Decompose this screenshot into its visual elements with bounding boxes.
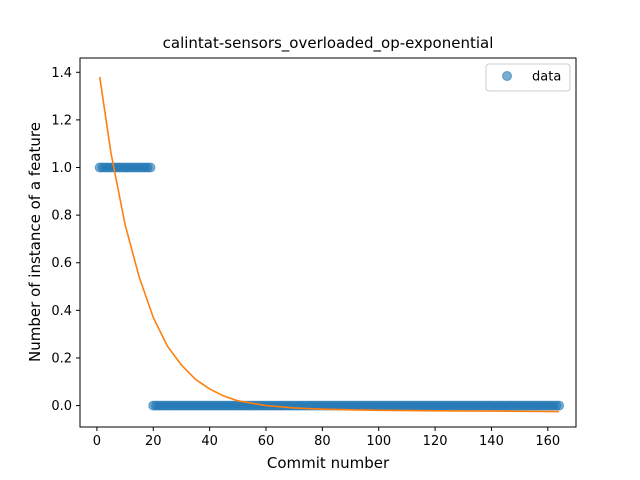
legend-box: [485, 63, 571, 92]
chart-title: calintat-sensors_overloaded_op-exponenti…: [163, 34, 494, 53]
x-tick-label: 120: [423, 434, 448, 449]
y-tick-label: 1.2: [51, 113, 72, 128]
y-axis-label: Number of instance of a feature: [26, 122, 44, 362]
y-tick-label: 1.4: [51, 66, 72, 81]
data-point: [554, 400, 565, 411]
data-point: [145, 162, 156, 173]
x-tick-label: 40: [201, 434, 218, 449]
x-tick-label: 0: [93, 434, 101, 449]
legend-marker: [502, 71, 512, 81]
x-tick-label: 140: [479, 434, 504, 449]
x-tick-label: 160: [535, 434, 560, 449]
x-tick-label: 100: [366, 434, 391, 449]
fit-line: [98, 76, 560, 413]
legend: data: [485, 63, 571, 92]
y-tick-label: 0.6: [51, 256, 72, 271]
x-tick-label: 20: [145, 434, 162, 449]
y-tick-label: 0.0: [51, 399, 72, 414]
y-tick-label: 0.4: [51, 304, 72, 319]
y-tick-label: 0.8: [51, 209, 72, 224]
x-axis-label: Commit number: [267, 454, 390, 472]
y-tick-label: 1.0: [51, 161, 72, 176]
axis-ticks: 0 20 40 60 80 100 120 140 160 0.0 0.2 0.4 0.6 0.8 1.0 1…: [51, 66, 560, 449]
legend-label: data: [532, 70, 561, 85]
plot-area: [94, 76, 565, 413]
x-tick-label: 60: [258, 434, 275, 449]
x-tick-label: 80: [314, 434, 331, 449]
axes-frame: [79, 57, 577, 428]
y-tick-label: 0.2: [51, 351, 72, 366]
